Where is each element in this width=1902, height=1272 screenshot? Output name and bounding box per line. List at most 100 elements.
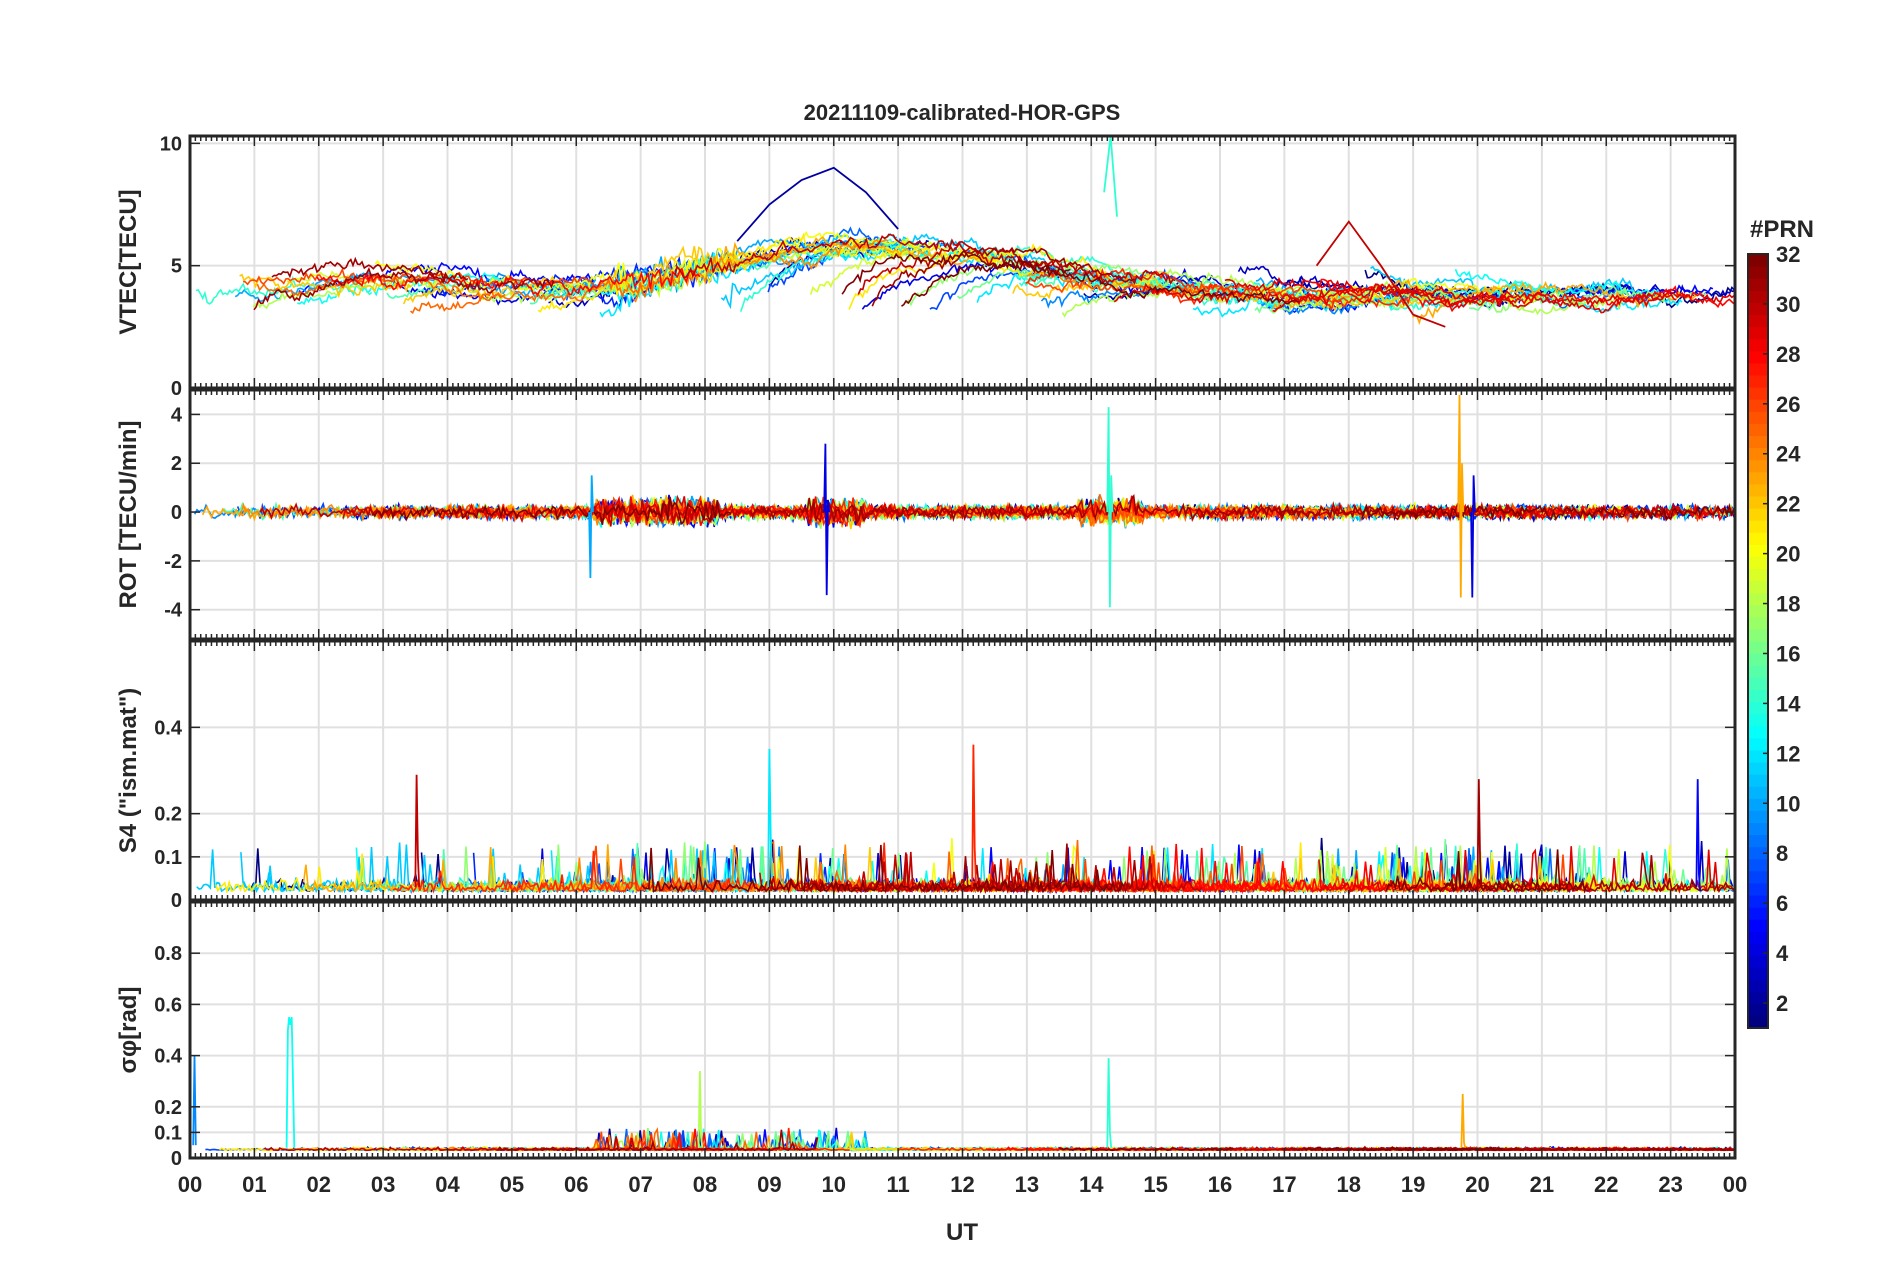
colorbar-swatch xyxy=(1748,592,1768,606)
colorbar-swatch xyxy=(1748,628,1768,642)
colorbar-swatch xyxy=(1748,689,1768,703)
colorbar-frame xyxy=(1747,253,1769,1029)
panel-vtec: 0 5 10 VTEC[TECU] xyxy=(115,133,1737,400)
colorbar-swatch xyxy=(1748,544,1768,557)
trace-prn-28 xyxy=(316,267,701,297)
colorbar-swatch xyxy=(1748,822,1768,836)
ytick-label: 0.1 xyxy=(154,847,182,869)
xtick-label: 21 xyxy=(1530,1172,1554,1197)
colorbar-swatch xyxy=(1748,435,1768,449)
trace-prn-32 xyxy=(371,496,732,526)
traces-s4 xyxy=(196,744,1735,895)
panel-frame xyxy=(188,388,1737,641)
colorbar-swatch xyxy=(1748,882,1768,896)
colorbar-swatch xyxy=(1748,846,1768,860)
panel-frame xyxy=(188,134,1737,390)
trace-spike xyxy=(588,475,594,579)
colorbar-tick-label: 22 xyxy=(1776,492,1800,517)
colorbar-swatch xyxy=(1748,568,1768,582)
panel-frame xyxy=(188,639,1737,902)
xtick-label: 10 xyxy=(822,1172,846,1197)
colorbar-tick-label: 10 xyxy=(1776,791,1800,816)
trace-prn-31 xyxy=(271,256,469,285)
trace-spike xyxy=(1457,394,1465,598)
colorbar-label: #PRN xyxy=(1750,216,1814,243)
trace-prn-31 xyxy=(750,493,1301,527)
trace-prn-30 xyxy=(674,233,1176,286)
xtick-label: 14 xyxy=(1079,1172,1104,1197)
ytick-label: -4 xyxy=(164,600,183,622)
xtick-label: 04 xyxy=(435,1172,460,1197)
trace-prn-31 xyxy=(253,266,555,311)
colorbar-swatch xyxy=(1748,374,1768,388)
trace-prn-31 xyxy=(1277,503,1439,521)
colorbar-swatch xyxy=(1748,677,1768,690)
colorbar-swatch xyxy=(1748,786,1768,799)
colorbar-swatch xyxy=(1748,350,1768,364)
trace-prn-31 xyxy=(496,1129,819,1152)
colorbar-swatch xyxy=(1748,580,1768,594)
ytick-label: 0.2 xyxy=(154,1097,182,1119)
colorbar-swatch xyxy=(1748,1015,1768,1029)
xtick-label: 19 xyxy=(1401,1172,1425,1197)
ylabel-sigma_phi: σφ[rad] xyxy=(115,987,142,1074)
trace-prn-22 xyxy=(1012,272,1426,312)
trace-spike xyxy=(1106,1058,1113,1148)
colorbar-swatch xyxy=(1748,520,1768,533)
xtick-label: 00 xyxy=(1723,1172,1747,1197)
trace-spike xyxy=(767,748,773,888)
ytick-label: -2 xyxy=(164,551,182,573)
colorbar-swatch xyxy=(1748,532,1768,545)
ylabel-s4: S4 ("ism.mat") xyxy=(115,688,142,853)
ytick-label: 0 xyxy=(171,1148,182,1170)
trace-prn-32 xyxy=(1361,502,1735,522)
xtick-label: 08 xyxy=(693,1172,717,1197)
trace-prn-31 xyxy=(1443,852,1735,893)
trace-prn-29 xyxy=(1113,282,1516,310)
xtick-label: 22 xyxy=(1594,1172,1618,1197)
colorbar-swatch xyxy=(1748,894,1768,908)
colorbar-tick-label: 18 xyxy=(1776,592,1800,617)
colorbar-swatch xyxy=(1748,943,1768,957)
xtick-label: 02 xyxy=(307,1172,331,1197)
trace-prn-30 xyxy=(264,1136,653,1152)
colorbar-swatch xyxy=(1748,870,1768,884)
colorbar-swatch xyxy=(1748,302,1768,316)
trace-spike xyxy=(1476,779,1483,888)
colorbar-tick-label: 28 xyxy=(1776,342,1800,367)
ytick-label: 0.2 xyxy=(154,804,182,826)
trace-prn-31 xyxy=(871,246,1136,307)
trace-spike xyxy=(697,1070,704,1148)
ytick-label: 0.6 xyxy=(154,994,182,1016)
colorbar-swatch xyxy=(1748,641,1768,654)
panel-sigma_phi: 0 0.1 0.2 0.4 0.6 0.8 σφ[rad] xyxy=(115,900,1737,1170)
colorbar-swatch xyxy=(1748,254,1768,267)
colorbar-swatch xyxy=(1748,1003,1768,1017)
colorbar-swatch xyxy=(1748,653,1768,666)
colorbar-tick-label: 4 xyxy=(1776,941,1789,966)
ytick-label: 0 xyxy=(171,378,182,400)
trace-prn-25 xyxy=(410,272,675,315)
colorbar-swatch xyxy=(1748,616,1768,630)
colorbar-swatch xyxy=(1748,326,1768,340)
colorbar-swatch xyxy=(1748,737,1768,751)
trace-prn-30 xyxy=(1195,500,1693,523)
trace-prn-30 xyxy=(1315,220,1446,328)
colorbar-tick-label: 8 xyxy=(1776,841,1788,866)
xtick-label: 09 xyxy=(757,1172,781,1197)
ytick-label: 0 xyxy=(171,890,182,912)
xtick-label: 20 xyxy=(1465,1172,1489,1197)
chart-title: 20211109-calibrated-HOR-GPS xyxy=(804,100,1121,125)
ytick-label: 5 xyxy=(171,256,182,278)
xtick-label: 01 xyxy=(242,1172,266,1197)
panel-frame xyxy=(188,900,1737,1160)
trace-prn-32 xyxy=(841,249,1300,305)
colorbar-swatch xyxy=(1748,556,1768,570)
trace-prn-32 xyxy=(1385,849,1588,894)
colorbar-tick-label: 2 xyxy=(1776,991,1788,1016)
xtick-label: 16 xyxy=(1208,1172,1232,1197)
xtick-label: 05 xyxy=(500,1172,524,1197)
colorbar-swatch xyxy=(1748,447,1768,461)
